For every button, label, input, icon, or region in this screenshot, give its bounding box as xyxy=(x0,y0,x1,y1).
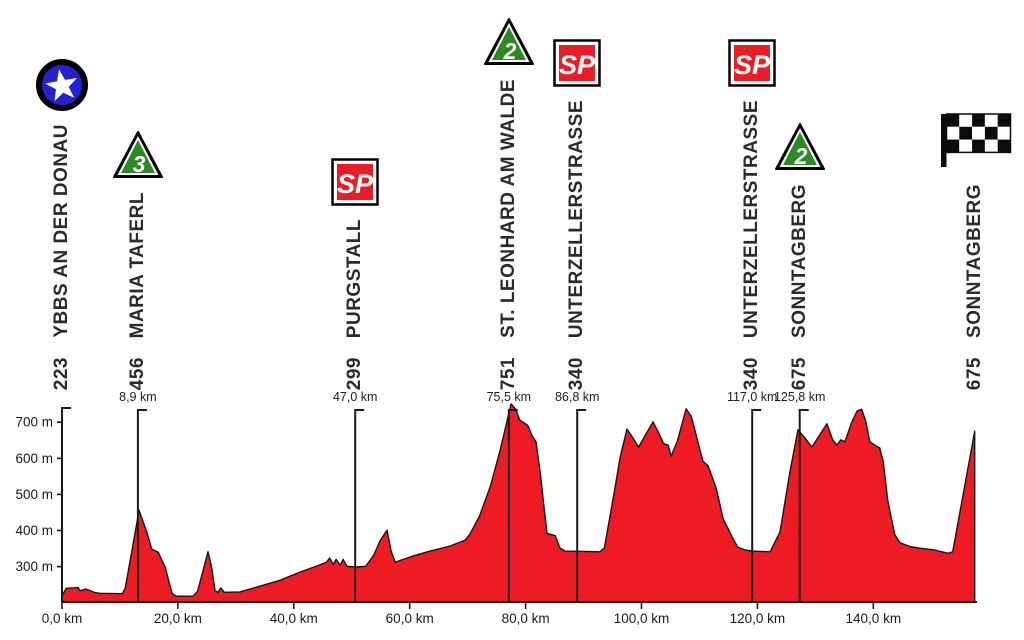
y-tick-label: 300 m xyxy=(15,559,53,574)
marker-km-label: 75,5 km xyxy=(486,390,532,404)
marker-km-label: 47,0 km xyxy=(332,390,378,404)
marker-elevation: 340 xyxy=(566,356,588,390)
marker-place-name: PURGSTALL xyxy=(344,218,366,338)
marker-place-name: SONNTAGBERG xyxy=(788,184,810,338)
route-marker: SP PURGSTALL 299 47,0 km xyxy=(318,0,392,404)
svg-text:3: 3 xyxy=(132,151,145,177)
x-tick-label: 40,0 km xyxy=(270,611,318,626)
route-marker: SP UNTERZELLERSTRASSE 340 86,8 km xyxy=(540,0,614,404)
x-tick-label: 140,0 km xyxy=(846,611,902,626)
marker-place-name: SONNTAGBERG xyxy=(963,184,985,338)
x-tick-label: 60,0 km xyxy=(386,611,434,626)
route-marker: SP UNTERZELLERSTRASSE 340 117,0 km xyxy=(715,0,789,404)
x-tick-label: 120,0 km xyxy=(730,611,786,626)
marker-elevation: 340 xyxy=(741,356,763,390)
svg-text:SP: SP xyxy=(559,50,596,80)
route-marker-line xyxy=(576,409,587,602)
route-marker: 2 ST. LEONHARD AM WALDE 751 75,5 km xyxy=(472,0,546,404)
route-marker: 2 SONNTAGBERG 675 125,8 km xyxy=(763,0,837,404)
category-2-climb-icon: 2 xyxy=(774,123,825,176)
marker-km-label: 117,0 km xyxy=(726,390,778,404)
svg-text:SP: SP xyxy=(337,169,374,199)
sprint-icon: SP xyxy=(331,158,379,211)
marker-place-name: MARIA TAFERL xyxy=(126,191,148,338)
marker-elevation: 751 xyxy=(497,356,519,390)
route-marker-line xyxy=(507,409,518,602)
marker-elevation: 299 xyxy=(344,356,366,390)
sprint-icon: SP xyxy=(728,39,776,92)
y-tick-label: 500 m xyxy=(15,487,53,502)
route-marker-line xyxy=(751,409,762,602)
marker-place-name: ST. LEONHARD AM WALDE xyxy=(497,79,519,338)
route-marker-line xyxy=(354,409,365,602)
y-tick-label: 400 m xyxy=(15,523,53,538)
marker-place-name: YBBS AN DER DONAU xyxy=(51,124,72,338)
route-marker: 3 MARIA TAFERL 456 8,9 km xyxy=(101,0,175,404)
route-marker: YBBS AN DER DONAU 223 xyxy=(25,0,99,404)
svg-text:2: 2 xyxy=(793,143,807,169)
start-icon xyxy=(36,59,88,116)
x-tick-label: 20,0 km xyxy=(154,611,202,626)
route-marker-line xyxy=(798,409,809,602)
category-3-climb-icon: 3 xyxy=(112,130,163,184)
x-tick-label: 0,0 km xyxy=(42,611,83,626)
marker-elevation: 223 xyxy=(51,356,72,390)
svg-text:2: 2 xyxy=(502,38,516,64)
sprint-icon: SP xyxy=(553,39,601,92)
marker-place-name: UNTERZELLERSTRASSE xyxy=(741,99,763,338)
marker-elevation: 675 xyxy=(788,356,810,390)
marker-km-label: 86,8 km xyxy=(554,390,600,404)
category-2-climb-icon: 2 xyxy=(483,18,534,71)
marker-km-label: 125,8 km xyxy=(773,390,826,404)
marker-elevation: 456 xyxy=(126,356,148,390)
marker-place-name: UNTERZELLERSTRASSE xyxy=(566,99,588,338)
route-marker: SONNTAGBERG 675 xyxy=(938,0,1012,404)
x-tick-label: 100,0 km xyxy=(614,611,670,626)
elevation-area xyxy=(61,403,976,603)
route-marker-line xyxy=(136,409,147,602)
svg-text:SP: SP xyxy=(734,50,771,80)
y-axis xyxy=(61,407,71,602)
y-tick-label: 700 m xyxy=(15,415,53,430)
finish-flag-icon xyxy=(938,111,1012,176)
marker-km-label: 8,9 km xyxy=(119,390,157,404)
x-tick-label: 80,0 km xyxy=(502,611,550,626)
y-tick-label: 600 m xyxy=(15,451,53,466)
marker-elevation: 675 xyxy=(963,356,985,390)
